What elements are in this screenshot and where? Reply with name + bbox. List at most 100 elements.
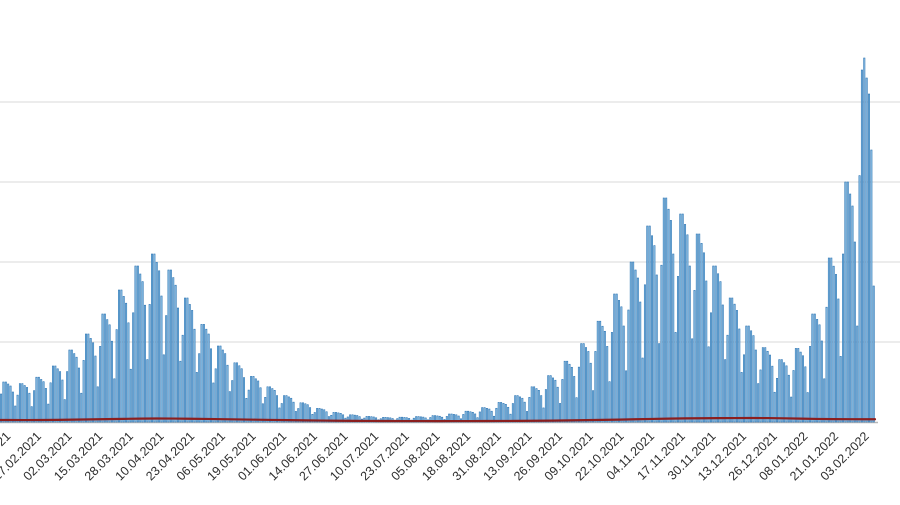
- bar: [797, 348, 800, 423]
- bar: [346, 416, 349, 423]
- bar: [497, 402, 500, 423]
- bar: [752, 335, 755, 423]
- bar: [636, 277, 639, 423]
- bar: [311, 414, 314, 423]
- bar: [235, 362, 238, 423]
- bar: [287, 396, 290, 423]
- bar: [226, 364, 229, 423]
- bar: [351, 414, 354, 423]
- bar: [299, 402, 302, 423]
- bar: [710, 312, 712, 423]
- bar: [717, 273, 720, 423]
- bar: [47, 403, 50, 423]
- bar: [731, 297, 734, 423]
- bar: [735, 310, 738, 423]
- bar: [212, 382, 215, 423]
- bar: [198, 353, 201, 423]
- bar: [728, 297, 731, 423]
- bar: [63, 399, 66, 423]
- bar: [585, 347, 587, 423]
- bar: [146, 359, 149, 423]
- bar: [337, 412, 340, 423]
- bar: [127, 322, 130, 423]
- bar: [148, 304, 151, 423]
- bar: [603, 330, 606, 423]
- bar: [99, 346, 102, 423]
- bar: [174, 284, 177, 423]
- bar: [601, 325, 604, 423]
- bar: [528, 397, 531, 423]
- bar: [844, 181, 847, 423]
- bar: [518, 396, 521, 423]
- bar: [705, 280, 708, 423]
- bar: [37, 376, 40, 423]
- bar: [684, 224, 687, 423]
- bar: [672, 253, 675, 423]
- gridlines: [0, 101, 900, 343]
- bar: [155, 262, 158, 423]
- bar: [530, 386, 533, 423]
- bar: [533, 386, 536, 423]
- bar: [688, 265, 691, 423]
- bar: [835, 274, 837, 423]
- bar: [290, 397, 293, 423]
- bar: [551, 377, 554, 423]
- bars-series: [0, 57, 875, 423]
- bar: [851, 205, 854, 423]
- bar: [77, 367, 80, 423]
- bar: [632, 261, 635, 423]
- bar: [816, 319, 819, 423]
- bar: [309, 407, 312, 423]
- bar: [349, 414, 352, 423]
- bar: [2, 381, 5, 423]
- bar: [176, 307, 179, 423]
- bar: [766, 350, 769, 423]
- bar: [580, 343, 583, 423]
- bar: [726, 334, 729, 423]
- bar: [768, 354, 771, 423]
- bar: [191, 310, 194, 423]
- bar: [526, 411, 529, 423]
- bar: [592, 390, 595, 423]
- bar: [158, 270, 161, 423]
- bar: [542, 407, 545, 423]
- bar: [839, 356, 842, 423]
- bar: [599, 320, 602, 423]
- bar: [280, 403, 283, 423]
- bar: [181, 334, 184, 423]
- bar: [301, 402, 304, 423]
- bar: [783, 362, 786, 423]
- bar: [151, 253, 153, 423]
- bar: [75, 356, 78, 423]
- bar: [566, 360, 569, 423]
- bar: [247, 389, 250, 423]
- bar: [610, 332, 613, 423]
- bar: [101, 313, 104, 423]
- bar: [669, 220, 672, 423]
- bar: [511, 403, 514, 423]
- bar: [823, 378, 826, 423]
- bar: [641, 357, 644, 423]
- bar: [353, 414, 356, 423]
- bar: [219, 345, 222, 423]
- bar: [23, 385, 26, 423]
- bar: [813, 313, 816, 423]
- bar: [66, 371, 69, 423]
- bar: [153, 253, 156, 423]
- bar: [54, 365, 57, 423]
- bar: [757, 383, 760, 423]
- bar: [596, 320, 599, 423]
- bar: [195, 372, 198, 423]
- bar: [794, 348, 797, 423]
- bar: [514, 395, 517, 423]
- bar: [231, 380, 234, 423]
- bar: [61, 379, 64, 423]
- bar: [143, 304, 146, 423]
- bar: [712, 265, 715, 423]
- bar: [573, 376, 576, 423]
- x-axis-labels: 04.02.202117.02.202102.03.202115.03.2021…: [0, 429, 872, 483]
- bar: [606, 346, 609, 423]
- bar: [115, 329, 118, 423]
- bar: [110, 340, 113, 423]
- bar: [801, 355, 804, 423]
